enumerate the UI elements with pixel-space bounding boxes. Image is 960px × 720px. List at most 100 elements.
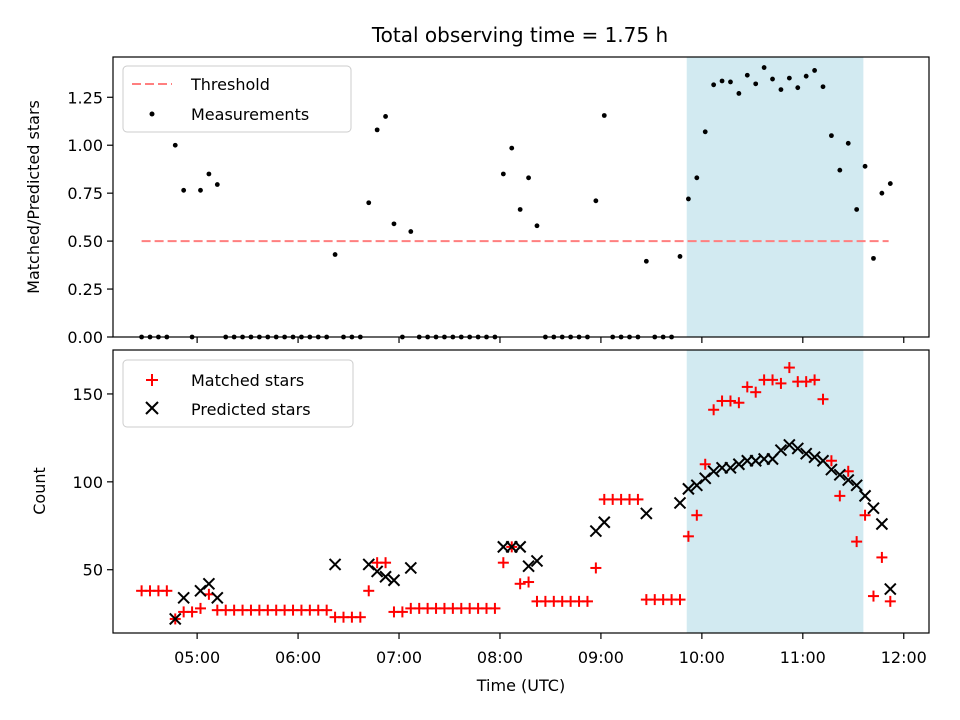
matched-star-point [708,404,720,416]
y-tick-label: 150 [72,385,103,404]
legend-matched-label: Matched stars [191,371,304,390]
matched-star-point [809,374,821,386]
measurement-point [761,65,767,70]
measurement-point [686,196,691,202]
predicted-star-point [513,540,527,554]
measurement-point [509,145,515,151]
bottom-panel: 50 100 150 05:00 06:00 07:00 08:00 09:00 10:00 1… [30,349,930,695]
x-tick-label: 11:00 [780,648,826,667]
predicted-star-point [783,438,796,452]
predicted-star-point [774,443,788,457]
measurement-point [812,68,817,73]
observing-span-bottom [686,350,864,633]
y-tick-label: 1.25 [67,88,103,107]
measurement-point [526,175,531,181]
matched-star-point [514,578,526,590]
measurement-point [593,198,599,204]
measurement-point [694,175,700,181]
top-axes-frame [112,56,930,338]
measurement-point [172,142,178,148]
matched-star-point [817,393,829,405]
legend-predicted-label: Predicted stars [191,400,311,419]
measurement-point [854,207,860,212]
predicted-star-point [850,479,863,492]
measurement-point [643,258,649,264]
bottom-y-axis-label: Count [30,467,49,515]
measurement-point [803,73,809,79]
matched-star-point [523,576,535,588]
predicted-star-point [598,516,611,529]
measurement-point [778,87,784,93]
predicted-star-point [169,612,182,626]
predicted-star-point [202,577,216,590]
bottom-legend-box [122,359,354,428]
matched-star-point [867,590,879,602]
matched-star-point [775,377,787,389]
legend-measurements-label: Measurements [191,105,309,124]
legend-threshold-label: Threshold [190,75,270,94]
predicted-star-point [379,570,392,583]
measurement-point [702,129,708,135]
measurement-point [391,221,397,227]
measurement-point [871,255,876,261]
bottom-y-ticks: 50 100 150 [72,385,113,580]
matched-star-point [380,557,392,569]
predicted-star-point [530,554,544,568]
top-legend-box [122,65,352,133]
bottom-axes-frame [112,349,930,634]
measurement-point [719,78,725,84]
matched-star-point [800,376,812,388]
bottom-x-ticks: 05:00 06:00 07:00 08:00 09:00 10:00 11:00 12:00 [174,633,927,667]
matched-star-point [691,509,703,521]
matched-star-point [497,557,509,569]
x-tick-label: 10:00 [679,648,725,667]
measurement-point [820,84,826,90]
matched-star-point [699,458,711,470]
matched-star-point [161,585,173,597]
measurement-point [795,85,801,91]
x-axis-label: Time (UTC) [476,676,565,695]
y-tick-label: 100 [72,473,103,492]
measurement-point [677,254,683,259]
predicted-star-point [858,489,872,503]
predicted-star-point [825,463,838,476]
measurement-point [728,79,733,85]
x-tick-label: 12:00 [881,648,927,667]
predicted-star-point [522,559,535,573]
measurement-point [374,127,380,133]
predicted-star-point [799,447,813,460]
x-tick-label: 09:00 [578,648,624,667]
predicted-star-point [211,591,224,605]
legend-matched-swatch [146,374,158,386]
measurement-point [383,114,388,119]
measurement-point [198,187,203,193]
measurement-point [837,167,843,173]
legend-measurements-swatch [149,111,155,117]
matched-star-point [783,362,795,374]
y-tick-label: 0.75 [67,184,103,203]
matched-star-point [859,509,871,521]
predicted-star-point [177,591,190,605]
measurement-point [862,163,868,169]
measurement-point [711,82,717,88]
x-tick-label: 06:00 [275,648,321,667]
predicted-star-point [875,517,889,531]
observing-span-top [686,57,864,337]
matched-star-point [363,585,375,597]
predicted-star-point [328,558,342,571]
measurement-point [366,200,372,206]
predicted-star-point [791,442,804,455]
measurement-point [736,91,742,96]
top-panel: 0.00 0.25 0.50 0.75 1.00 1.25 Matched/Predict… [24,56,930,347]
predicted-star-point [682,482,695,496]
matched-star-point [825,455,837,467]
predicted-star-point [640,507,653,520]
legend-predicted-swatch [145,401,159,415]
top-y-ticks: 0.00 0.25 0.50 0.75 1.00 1.25 [67,88,113,347]
matched-star-point [632,493,644,505]
x-tick-label: 05:00 [174,648,220,667]
y-tick-label: 0.50 [67,232,103,251]
measurement-point [829,133,834,139]
matched-star-point [396,606,408,618]
measurement-point [408,229,414,234]
